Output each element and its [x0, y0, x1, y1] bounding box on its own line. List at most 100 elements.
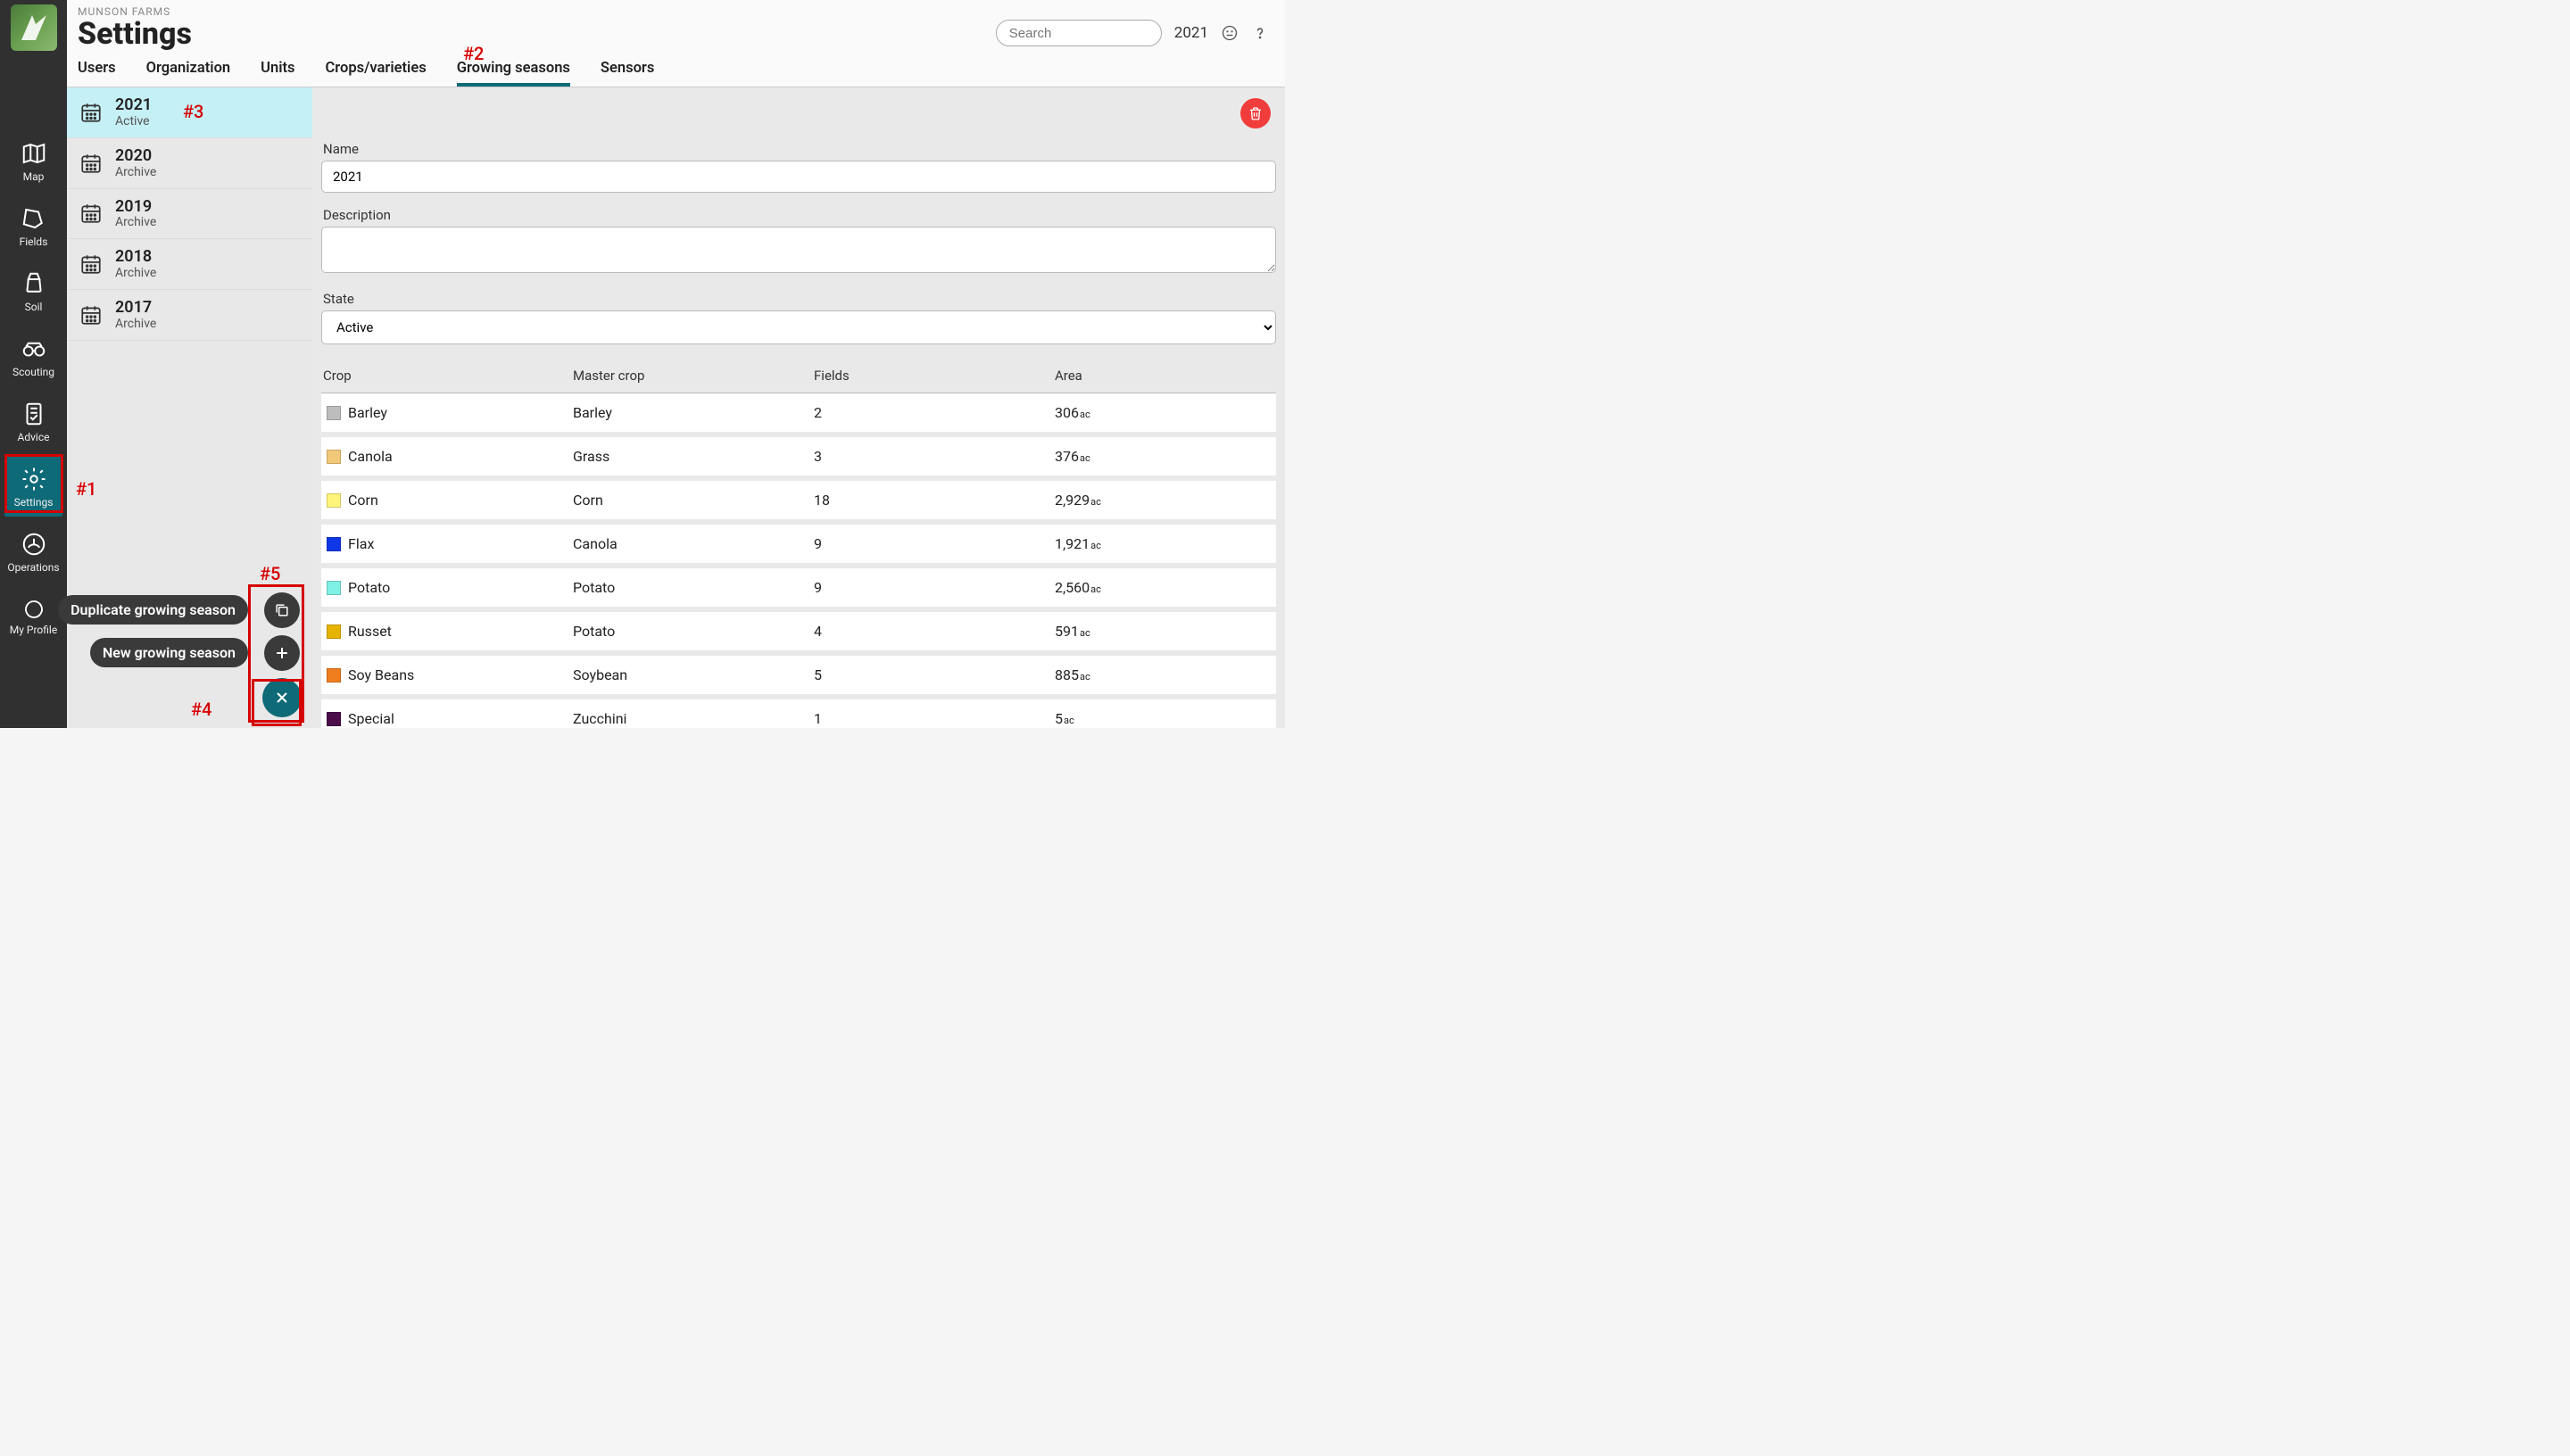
season-state: Archive [115, 215, 156, 229]
crop-cell: Russet [323, 623, 573, 640]
crop-table-header: Crop Master crop Fields Area [321, 359, 1276, 393]
crop-row[interactable]: SpecialZucchini15ac [321, 699, 1276, 728]
sidebar-item-operations[interactable]: Operations [4, 522, 62, 582]
close-fab-button[interactable] [262, 678, 302, 717]
season-row-2019[interactable]: 2019Archive [67, 189, 312, 240]
col-crop: Crop [323, 368, 573, 384]
tab-organization[interactable]: Organization [146, 60, 231, 87]
crop-table: Crop Master crop Fields Area BarleyBarle… [321, 359, 1276, 728]
crop-swatch [327, 668, 341, 682]
col-area: Area [1055, 368, 1274, 384]
delete-button[interactable] [1240, 98, 1271, 128]
area-cell: 2,929ac [1055, 492, 1269, 509]
farm-name: MUNSON FARMS [78, 0, 1285, 18]
tab-units[interactable]: Units [261, 60, 294, 87]
settings-icon [21, 466, 47, 492]
sidebar-item-settings[interactable]: Settings [4, 457, 62, 517]
crop-cell: Special [323, 710, 573, 727]
sidebar-item-soil[interactable]: Soil [4, 261, 62, 321]
crop-cell: Canola [323, 448, 573, 465]
crop-swatch [327, 406, 341, 420]
fields-cell: 4 [814, 623, 1055, 640]
operations-icon [21, 531, 47, 558]
season-row-2020[interactable]: 2020Archive [67, 138, 312, 189]
tab-growing-seasons[interactable]: Growing seasons [457, 60, 570, 87]
crop-name: Corn [348, 492, 378, 509]
crop-row[interactable]: CanolaGrass3376ac [321, 437, 1276, 476]
name-input[interactable] [321, 161, 1276, 193]
sidebar-item-label: Advice [18, 431, 50, 443]
crop-row[interactable]: RussetPotato4591ac [321, 612, 1276, 650]
sidebar-item-label: Soil [25, 301, 43, 313]
area-cell: 2,560ac [1055, 579, 1269, 596]
year-label: 2021 [1174, 24, 1208, 42]
header: MUNSON FARMS Settings 2021 UsersOrganiza… [67, 0, 1285, 87]
sidebar-item-label: Fields [20, 236, 48, 248]
crop-cell: Potato [323, 579, 573, 596]
new-season-button[interactable] [264, 635, 300, 671]
fields-cell: 18 [814, 492, 1055, 509]
fields-cell: 9 [814, 579, 1055, 596]
tab-users[interactable]: Users [78, 60, 116, 87]
tab-crops-varieties[interactable]: Crops/varieties [326, 60, 427, 87]
area-cell: 885ac [1055, 666, 1269, 683]
calendar-icon [79, 152, 103, 175]
sidebar-item-fields[interactable]: Fields [4, 196, 62, 256]
crop-swatch [327, 581, 341, 595]
crop-name: Barley [348, 404, 387, 421]
season-state: Archive [115, 317, 156, 331]
area-cell: 376ac [1055, 448, 1269, 465]
sidebar-item-label: Settings [14, 496, 54, 509]
crop-swatch [327, 450, 341, 464]
crop-cell: Barley [323, 404, 573, 421]
crop-swatch [327, 537, 341, 551]
crop-cell: Corn [323, 492, 573, 509]
sidebar-item-advice[interactable]: Advice [4, 392, 62, 451]
season-state: Active [115, 114, 152, 128]
sidebar-item-profile[interactable]: My Profile [4, 587, 62, 647]
face-icon[interactable] [1221, 24, 1239, 42]
crop-name: Flax [348, 535, 374, 552]
crop-cell: Flax [323, 535, 573, 552]
duplicate-season-button[interactable] [264, 592, 300, 628]
season-row-2018[interactable]: 2018Archive [67, 239, 312, 290]
crop-name: Russet [348, 623, 392, 640]
fields-cell: 9 [814, 535, 1055, 552]
crop-row[interactable]: Soy BeansSoybean5885ac [321, 656, 1276, 694]
master-crop-cell: Potato [573, 579, 814, 596]
crop-row[interactable]: PotatoPotato92,560ac [321, 568, 1276, 607]
app-logo[interactable] [11, 4, 57, 51]
col-fields: Fields [814, 368, 1055, 384]
crop-row[interactable]: CornCorn182,929ac [321, 481, 1276, 519]
sidebar-item-label: My Profile [10, 624, 57, 636]
crop-row[interactable]: BarleyBarley2306ac [321, 393, 1276, 432]
state-select[interactable]: Active [321, 310, 1276, 344]
search-input[interactable] [996, 20, 1162, 46]
season-year: 2021 [115, 96, 152, 114]
scouting-icon [21, 335, 47, 362]
master-crop-cell: Soybean [573, 666, 814, 683]
master-crop-cell: Canola [573, 535, 814, 552]
crop-swatch [327, 712, 341, 726]
season-year: 2017 [115, 299, 156, 317]
help-icon[interactable] [1251, 24, 1269, 42]
sidebar-item-scouting[interactable]: Scouting [4, 327, 62, 386]
sidebar-item-map[interactable]: Map [4, 131, 62, 191]
advice-icon [21, 401, 47, 427]
calendar-icon [79, 303, 103, 327]
season-row-2021[interactable]: 2021Active [67, 87, 312, 138]
master-crop-cell: Corn [573, 492, 814, 509]
description-input[interactable] [321, 227, 1276, 273]
area-cell: 5ac [1055, 710, 1269, 727]
season-year: 2018 [115, 248, 156, 266]
description-label: Description [323, 207, 1276, 223]
fab-column: Duplicate growing season New growing sea… [262, 592, 302, 717]
season-row-2017[interactable]: 2017Archive [67, 290, 312, 341]
crop-row[interactable]: FlaxCanola91,921ac [321, 525, 1276, 563]
area-cell: 591ac [1055, 623, 1269, 640]
tab-sensors[interactable]: Sensors [601, 60, 654, 87]
crop-name: Special [348, 710, 394, 727]
calendar-icon [79, 101, 103, 124]
detail-panel: Name Description State Active Crop Maste… [312, 87, 1285, 728]
new-season-tooltip: New growing season [90, 638, 248, 667]
